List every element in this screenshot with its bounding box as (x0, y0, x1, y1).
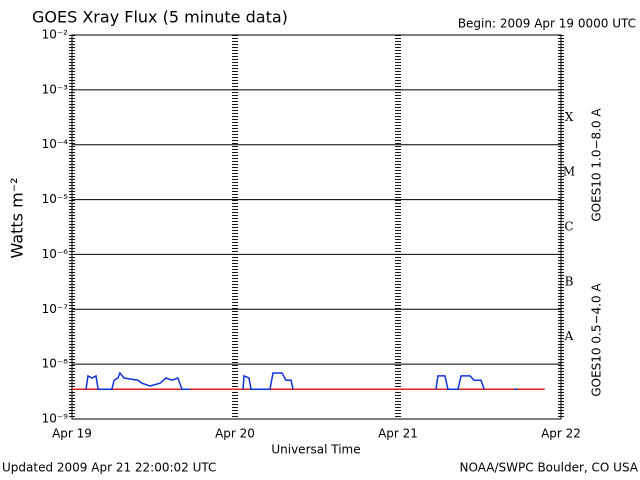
legend-label: GOES10 1.0−8.0 A (590, 108, 604, 222)
y-tick-label: 10⁻⁴ (42, 137, 69, 151)
flare-class: X (565, 110, 574, 124)
y-tick-label: 10⁻⁹ (42, 412, 69, 426)
flare-class: B (565, 274, 574, 288)
series-line (242, 372, 294, 390)
series-line (85, 371, 190, 390)
series-line (435, 375, 485, 390)
source: NOAA/SWPC Boulder, CO USA (460, 461, 639, 475)
y-tick-label: 10⁻³ (42, 82, 69, 96)
x-tick-label: Apr 22 (541, 427, 581, 441)
flare-class: M (563, 165, 575, 179)
x-tick-label: Apr 21 (378, 427, 418, 441)
y-tick-label: 10⁻⁵ (42, 192, 69, 206)
x-tick-label: Apr 20 (215, 427, 255, 441)
y-tick-label: 10⁻⁸ (42, 357, 69, 371)
plot-frame (71, 34, 562, 420)
flare-class: C (564, 220, 573, 234)
begin-time: Begin: 2009 Apr 19 0000 UTC (458, 17, 636, 31)
flare-class: A (564, 329, 574, 343)
x-axis-label: Universal Time (271, 443, 360, 457)
updated-time: Updated 2009 Apr 21 22:00:02 UTC (2, 461, 216, 475)
chart-title: GOES Xray Flux (5 minute data) (32, 8, 288, 27)
y-axis-label: Watts m⁻² (8, 177, 27, 258)
y-tick-label: 10⁻⁷ (42, 302, 69, 316)
y-tick-label: 10⁻⁶ (42, 247, 69, 261)
x-tick-label: Apr 19 (52, 427, 92, 441)
y-tick-label: 10⁻² (42, 28, 69, 42)
legend-label: GOES10 0.5−4.0 A (590, 283, 604, 397)
